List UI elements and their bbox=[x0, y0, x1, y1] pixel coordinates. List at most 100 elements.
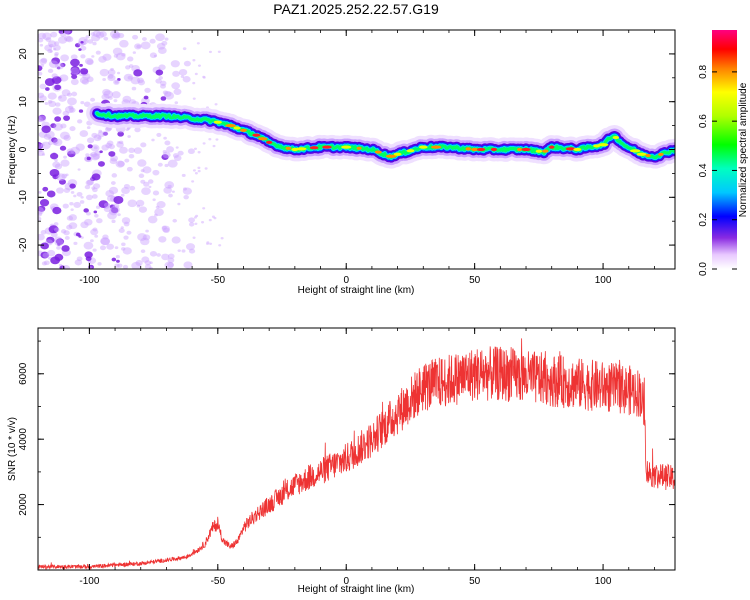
noise-blob bbox=[60, 159, 70, 167]
noise-blob bbox=[38, 210, 43, 217]
noise-blob bbox=[162, 151, 171, 159]
noise-blob bbox=[136, 44, 141, 49]
noise-blob bbox=[65, 173, 69, 177]
noise-blob bbox=[38, 191, 42, 194]
noise-blob bbox=[101, 93, 110, 101]
noise-blob bbox=[59, 74, 69, 82]
noise-blob bbox=[63, 115, 70, 121]
noise-blob bbox=[147, 179, 154, 184]
noise-blob bbox=[58, 263, 63, 267]
noise-blob bbox=[85, 194, 93, 201]
noise-blob bbox=[66, 148, 75, 155]
ridge-hotspot bbox=[233, 126, 241, 130]
noise-blob bbox=[91, 173, 101, 181]
ridge-hotspot bbox=[521, 147, 531, 152]
noise-blob bbox=[102, 78, 107, 82]
noise-blob bbox=[51, 57, 61, 65]
noise-blob bbox=[80, 221, 89, 229]
snr-x-tick-label: -100 bbox=[79, 576, 99, 587]
noise-blob bbox=[91, 132, 98, 138]
noise-speck bbox=[192, 59, 196, 62]
noise-speck bbox=[197, 166, 201, 170]
noise-blob bbox=[122, 264, 129, 269]
snr-y-tick-label: 2000 bbox=[18, 493, 29, 516]
noise-blob bbox=[61, 245, 70, 252]
noise-blob bbox=[47, 40, 57, 48]
noise-speck bbox=[209, 242, 213, 245]
noise-blob bbox=[99, 150, 103, 154]
noise-blob bbox=[111, 207, 119, 214]
noise-blob bbox=[108, 143, 115, 150]
spectrogram-content bbox=[38, 30, 675, 269]
noise-blob bbox=[75, 232, 81, 237]
noise-blob bbox=[183, 60, 191, 67]
snr-frame bbox=[37, 327, 676, 571]
spectrogram-x-tick-label: 100 bbox=[595, 275, 612, 286]
noise-blob bbox=[108, 151, 116, 157]
noise-blob bbox=[53, 227, 60, 233]
noise-blob bbox=[52, 206, 62, 215]
noise-blob bbox=[81, 78, 90, 85]
noise-blob bbox=[130, 76, 141, 85]
noise-blob bbox=[113, 99, 118, 103]
colorbar: 0.0 0.2 0.4 0.6 0.8 Normalized spectral ampl… bbox=[698, 30, 749, 276]
noise-blob bbox=[49, 50, 53, 53]
noise-blob bbox=[120, 226, 124, 229]
ridge-hotspot bbox=[548, 145, 555, 149]
noise-blob bbox=[133, 69, 143, 77]
noise-blob bbox=[40, 57, 48, 63]
noise-blob bbox=[167, 159, 178, 168]
noise-blob bbox=[73, 201, 81, 208]
noise-blob bbox=[161, 253, 170, 261]
noise-blob bbox=[64, 35, 72, 42]
noise-blob bbox=[144, 87, 151, 93]
noise-blob bbox=[64, 106, 74, 114]
noise-blob bbox=[149, 250, 157, 257]
noise-blob bbox=[124, 158, 130, 163]
snr-series-line bbox=[38, 338, 675, 570]
ridge-hotspot bbox=[322, 145, 332, 149]
noise-blob bbox=[47, 92, 57, 100]
noise-blob bbox=[182, 187, 192, 195]
noise-blob bbox=[64, 236, 70, 240]
noise-blob bbox=[73, 241, 78, 246]
noise-blob bbox=[119, 140, 124, 145]
noise-blob bbox=[172, 218, 178, 223]
noise-blob bbox=[155, 33, 165, 42]
noise-blob bbox=[54, 158, 58, 162]
noise-blob bbox=[54, 116, 62, 122]
noise-blob bbox=[64, 30, 73, 35]
noise-blob bbox=[39, 43, 44, 47]
noise-blob bbox=[57, 36, 68, 44]
noise-blob bbox=[137, 79, 146, 86]
noise-blob bbox=[152, 169, 160, 176]
noise-blob bbox=[132, 51, 136, 54]
spectrogram-y-tick-label: 0 bbox=[18, 146, 29, 152]
noise-blob bbox=[45, 37, 52, 42]
noise-speck bbox=[194, 222, 198, 226]
noise-blob bbox=[155, 205, 160, 209]
noise-blob bbox=[79, 76, 89, 84]
ridge-hotspot bbox=[356, 146, 362, 150]
noise-blob bbox=[160, 96, 167, 101]
colorbar-tick-label: 0.8 bbox=[698, 64, 709, 78]
noise-blob bbox=[177, 202, 181, 206]
ridge-hotspots bbox=[213, 120, 664, 158]
noise-speck bbox=[208, 138, 212, 141]
noise-blob bbox=[92, 248, 97, 252]
noise-blob bbox=[79, 130, 89, 138]
noise-blob bbox=[136, 77, 144, 84]
noise-blob bbox=[75, 143, 85, 151]
noise-blob bbox=[41, 153, 46, 156]
noise-blob bbox=[113, 79, 120, 85]
colorbar-ticks: 0.0 0.2 0.4 0.6 0.8 bbox=[698, 64, 737, 276]
noise-blob bbox=[100, 237, 110, 246]
noise-blob bbox=[163, 186, 172, 194]
noise-blob bbox=[38, 216, 42, 221]
noise-blob bbox=[53, 222, 59, 226]
noise-speck bbox=[217, 50, 221, 53]
ridge-hotspot bbox=[612, 135, 620, 140]
noise-blob bbox=[48, 100, 57, 108]
noise-blob bbox=[126, 166, 133, 172]
snr-y-axis-label: SNR (10 * v/v) bbox=[7, 417, 18, 481]
